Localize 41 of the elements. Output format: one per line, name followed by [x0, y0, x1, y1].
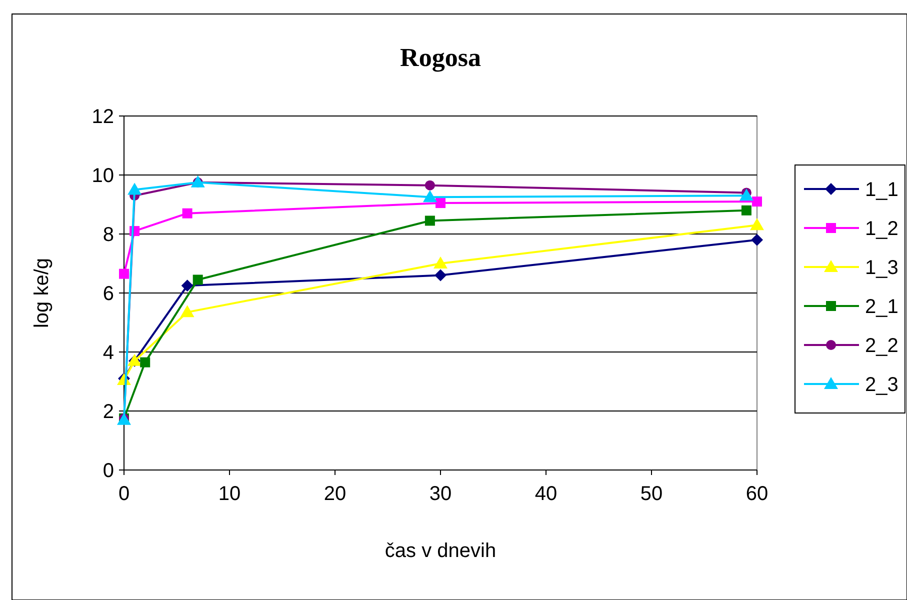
point [181, 280, 194, 292]
legend-label: 1_3 [865, 257, 898, 279]
x-tick-label: 30 [429, 483, 452, 505]
x-tick-label: 60 [746, 483, 768, 505]
legend-label: 1_1 [865, 179, 898, 201]
x-tick-label: 20 [324, 483, 346, 505]
point [140, 357, 150, 368]
legend-label: 2_3 [865, 374, 898, 396]
y-tick-label: 10 [92, 165, 114, 187]
point [750, 218, 764, 230]
legend-label: 2_2 [865, 335, 898, 357]
y-tick-label: 12 [92, 106, 114, 128]
x-tick-label: 40 [534, 483, 558, 505]
legend-label: 2_1 [865, 296, 898, 318]
point [424, 216, 435, 226]
point [182, 208, 192, 218]
point [128, 182, 142, 195]
point [739, 188, 754, 201]
point [434, 256, 448, 268]
y-axis-title: log ke/g [31, 258, 53, 328]
point [422, 190, 437, 202]
point [741, 205, 752, 216]
x-tick-label: 10 [218, 483, 241, 505]
point [424, 180, 435, 190]
chart-title: Rogosa [400, 43, 481, 72]
point [180, 305, 194, 318]
y-tick-label: 2 [102, 401, 114, 423]
y-tick-label: 8 [102, 224, 114, 246]
x-tick-label: 50 [640, 483, 663, 505]
legend-label: 1_2 [865, 218, 898, 240]
x-axis-title: čas v dnevih [384, 540, 496, 562]
point [436, 198, 446, 208]
point [434, 269, 446, 282]
y-tick-label: 6 [102, 283, 114, 305]
point [119, 268, 129, 279]
y-tick-label: 4 [102, 342, 114, 364]
x-tick-label: 0 [118, 483, 130, 505]
point [192, 274, 203, 285]
y-tick-label: 0 [102, 460, 114, 482]
point [751, 234, 763, 246]
point [752, 196, 762, 207]
